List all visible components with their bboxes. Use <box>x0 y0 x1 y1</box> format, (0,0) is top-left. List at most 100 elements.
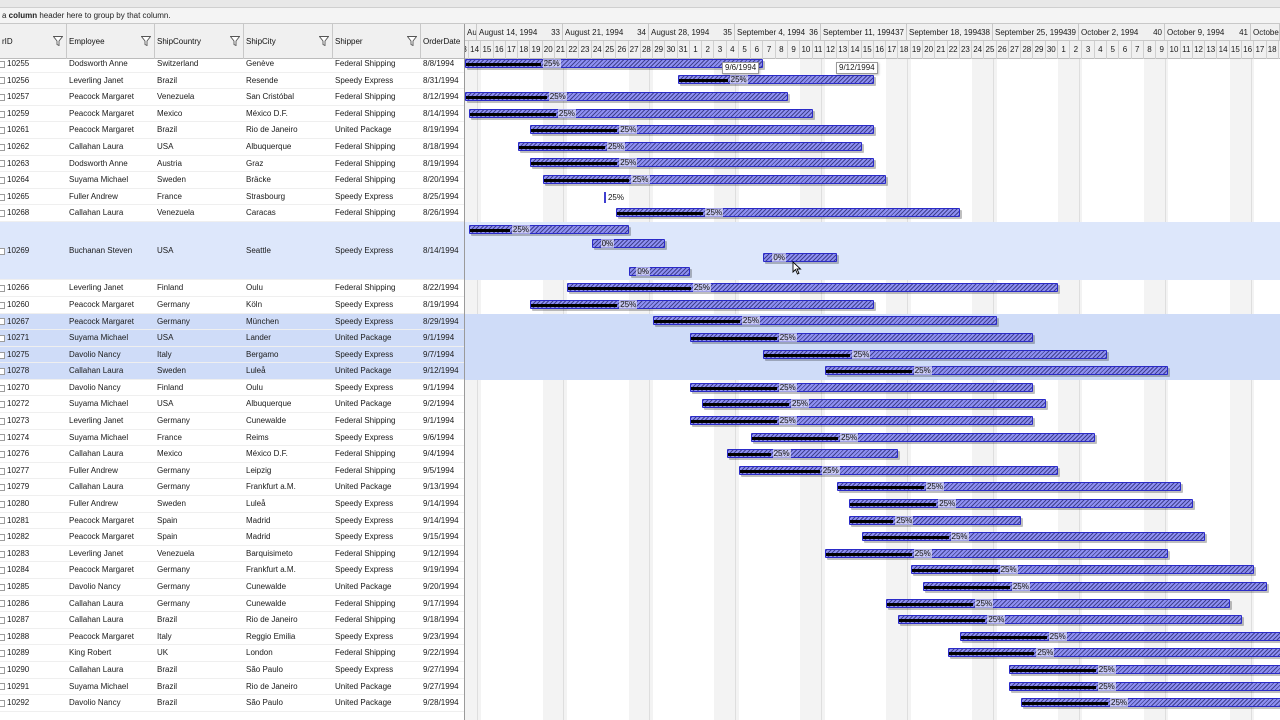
table-row[interactable]: 10288 Peacock Margaret Italy Reggio Emilia S… <box>0 629 464 646</box>
row-checkbox[interactable] <box>0 666 5 674</box>
task-bar[interactable]: 25% <box>689 333 1034 342</box>
task-bar[interactable]: 0% <box>628 267 690 276</box>
row-checkbox[interactable] <box>0 583 5 591</box>
row-checkbox[interactable] <box>0 600 5 608</box>
row-checkbox[interactable] <box>0 550 5 558</box>
column-header-employee[interactable]: Employee <box>67 24 155 59</box>
row-checkbox[interactable] <box>0 193 5 201</box>
table-row[interactable]: 10284 Peacock Margaret Germany Frankfurt a.… <box>0 562 464 580</box>
table-row[interactable]: 10291 Suyama Michael Brazil Rio de Janeiro U… <box>0 679 464 696</box>
task-bar[interactable]: 25% <box>738 465 1058 475</box>
task-bar[interactable]: 25% <box>910 565 1255 575</box>
row-checkbox[interactable] <box>0 517 5 525</box>
table-row[interactable]: 10278 Callahan Laura Sweden Luleå United Pac… <box>0 363 464 380</box>
table-row[interactable]: 10262 Callahan Laura USA Albuquerque Federal… <box>0 139 464 156</box>
column-header-order-date[interactable]: OrderDate <box>421 24 464 59</box>
row-checkbox[interactable] <box>0 650 5 658</box>
task-bar[interactable]: 25% <box>1021 698 1280 708</box>
task-bar[interactable]: 25% <box>469 225 629 234</box>
table-row[interactable]: 10270 Davolio Nancy Finland Oulu Speedy Expr… <box>0 380 464 397</box>
row-checkbox[interactable] <box>0 77 5 85</box>
table-row[interactable]: 10279 Callahan Laura Germany Frankfurt a.M.… <box>0 479 464 497</box>
table-row[interactable]: 10271 Suyama Michael USA Lander United Packa… <box>0 330 464 347</box>
task-bar[interactable]: 25% <box>837 482 1181 492</box>
filter-icon[interactable] <box>230 36 240 46</box>
task-bar[interactable]: 25% <box>542 175 887 184</box>
table-row[interactable]: 10259 Peacock Margaret Mexico México D.F. Fe… <box>0 106 464 123</box>
column-header-order-id[interactable]: rID <box>0 24 67 59</box>
task-bar[interactable]: 25% <box>530 299 874 309</box>
table-row[interactable]: 10286 Callahan Laura Germany Cunewalde Feder… <box>0 596 464 613</box>
table-row[interactable]: 10260 Peacock Margaret Germany Köln Speedy E… <box>0 297 464 314</box>
task-bar[interactable]: 25% <box>677 75 874 85</box>
table-row[interactable]: 10277 Fuller Andrew Germany Leipzig Federal … <box>0 463 464 480</box>
row-checkbox[interactable] <box>0 500 5 508</box>
row-checkbox[interactable] <box>0 617 5 624</box>
table-row[interactable]: 10283 Leverling Janet Venezuela Barquisimet… <box>0 546 464 563</box>
task-bar[interactable]: 25% <box>616 208 960 218</box>
column-header-ship-city[interactable]: ShipCity <box>244 24 333 59</box>
task-bar[interactable]: 0% <box>763 253 838 262</box>
group-by-panel[interactable]: a column header here to group by that co… <box>0 8 1280 24</box>
task-bar[interactable]: 25% <box>469 108 813 118</box>
table-row[interactable]: 10274 Suyama Michael France Reims Speedy Exp… <box>0 430 464 447</box>
task-bar[interactable]: 25% <box>1008 681 1280 691</box>
task-bar[interactable]: 25% <box>689 382 1034 392</box>
table-row[interactable]: 10272 Suyama Michael USA Albuquerque United … <box>0 396 464 414</box>
row-checkbox[interactable] <box>0 143 5 151</box>
task-bar[interactable]: 25% <box>653 316 997 326</box>
task-bar[interactable]: 25% <box>726 449 899 459</box>
table-row[interactable]: 10256 Leverling Janet Brazil Resende Speedy … <box>0 73 464 90</box>
task-bar[interactable]: 25% <box>824 548 1169 558</box>
column-header-ship-country[interactable]: ShipCountry <box>155 24 244 59</box>
row-checkbox[interactable] <box>0 417 5 425</box>
row-checkbox[interactable] <box>0 301 5 309</box>
table-row[interactable]: 10285 Davolio Nancy Germany Cunewalde United… <box>0 579 464 596</box>
table-row[interactable]: 10264 Suyama Michael Sweden Bräcke Federal S… <box>0 172 464 189</box>
row-checkbox[interactable] <box>0 683 5 691</box>
row-checkbox[interactable] <box>0 247 5 255</box>
row-checkbox[interactable] <box>0 484 5 492</box>
row-checkbox[interactable] <box>0 110 5 118</box>
row-checkbox[interactable] <box>0 633 5 641</box>
row-checkbox[interactable] <box>0 160 5 168</box>
task-bar[interactable]: 25% <box>530 125 874 135</box>
task-bar[interactable]: 25% <box>849 515 1022 525</box>
row-checkbox[interactable] <box>0 60 5 68</box>
table-row[interactable]: 10275 Davolio Nancy Italy Bergamo Speedy Exp… <box>0 346 464 364</box>
task-bar[interactable]: 25% <box>530 158 874 168</box>
task-bar[interactable]: 25% <box>518 141 862 151</box>
orders-grid[interactable]: rID Employee ShipCountry ShipCity Shipper Ord… <box>0 24 465 720</box>
filter-icon[interactable] <box>53 36 63 46</box>
row-checkbox[interactable] <box>0 434 5 442</box>
task-bar[interactable]: 25% <box>898 615 1242 625</box>
task-bar[interactable]: 25% <box>959 631 1280 641</box>
row-checkbox[interactable] <box>0 368 5 376</box>
row-checkbox[interactable] <box>0 210 5 218</box>
table-row[interactable]: 10257 Peacock Margaret Venezuela San Cristó… <box>0 89 464 106</box>
row-checkbox[interactable] <box>0 451 5 459</box>
table-row[interactable]: 10267 Peacock Margaret Germany München Speed… <box>0 313 464 331</box>
row-checkbox[interactable] <box>0 93 5 101</box>
row-checkbox[interactable] <box>0 534 5 542</box>
task-bar[interactable]: 25% <box>861 532 1206 542</box>
table-row[interactable]: 10292 Davolio Nancy Brazil São Paulo United … <box>0 695 464 712</box>
row-checkbox[interactable] <box>0 467 5 475</box>
table-row[interactable]: 10289 King Robert UK London Federal Shipping… <box>0 645 464 662</box>
task-bar[interactable]: 0% <box>591 239 666 248</box>
row-checkbox[interactable] <box>0 401 5 409</box>
task-bar[interactable]: 25% <box>567 283 1058 293</box>
task-bar[interactable]: 25% <box>947 648 1280 658</box>
table-row[interactable]: 10266 Leverling Janet Finland Oulu Federal S… <box>0 280 464 297</box>
table-row[interactable]: 10261 Peacock Margaret Brazil Rio de Janeir… <box>0 122 464 139</box>
column-header-shipper[interactable]: Shipper <box>333 24 421 59</box>
table-row[interactable]: 10281 Peacock Margaret Spain Madrid Speedy E… <box>0 513 464 530</box>
task-bar[interactable]: 25% <box>465 58 764 68</box>
filter-icon[interactable] <box>319 36 329 46</box>
row-checkbox[interactable] <box>0 334 5 342</box>
table-row[interactable]: 10269 Buchanan Steven USA Seattle Speedy Exp… <box>0 221 464 281</box>
table-row[interactable]: 10268 Callahan Laura Venezuela Caracas Feder… <box>0 205 464 222</box>
row-checkbox[interactable] <box>0 318 5 326</box>
filter-icon[interactable] <box>141 36 151 46</box>
row-checkbox[interactable] <box>0 285 5 293</box>
